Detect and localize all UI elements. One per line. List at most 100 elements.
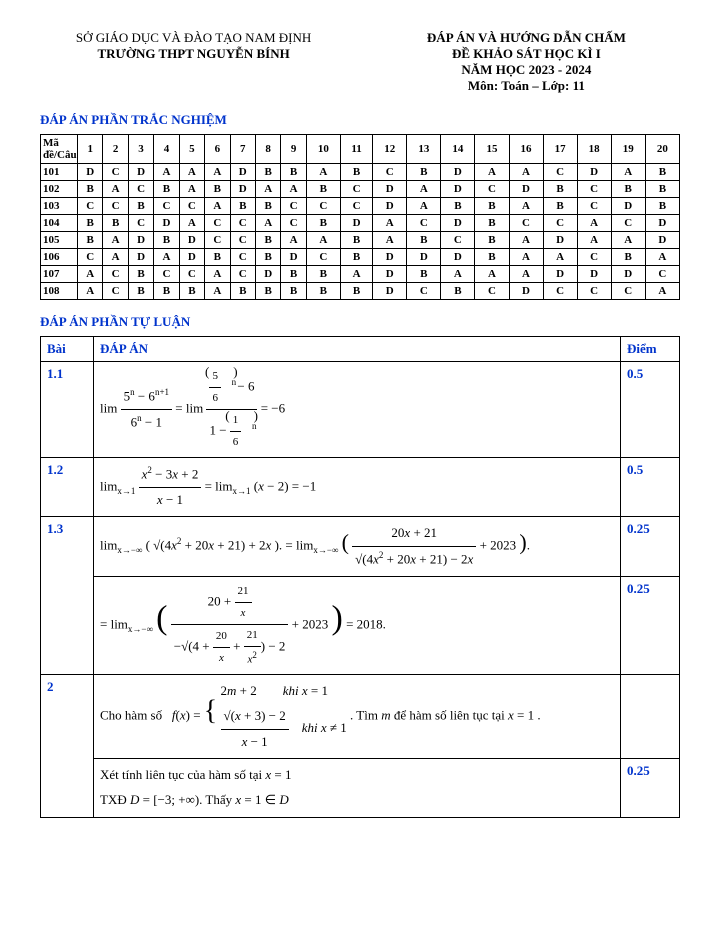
header-right: ĐÁP ÁN VÀ HƯỚNG DẪN CHẤM ĐỀ KHẢO SÁT HỌC… (373, 30, 680, 94)
mc-cell: B (103, 215, 128, 232)
mc-cell: A (441, 266, 475, 283)
school-name: TRƯỜNG THPT NGUYỄN BÍNH (40, 46, 347, 62)
mc-cell: C (340, 198, 372, 215)
mc-cell: A (407, 198, 441, 215)
mc-cell: A (577, 232, 611, 249)
mc-cell: A (509, 266, 543, 283)
mc-cell: C (577, 283, 611, 300)
mc-cell: A (205, 283, 230, 300)
mc-row-id: 102 (41, 181, 78, 198)
mc-cell: C (230, 249, 255, 266)
answer-2b: Xét tính liên tục của hàm số tại x = 1 T… (94, 759, 621, 817)
mc-cell: D (441, 215, 475, 232)
mc-head-0: Mã đề/Câu (41, 135, 78, 164)
mc-cell: C (407, 215, 441, 232)
mc-cell: D (373, 266, 407, 283)
mc-cell: C (611, 215, 645, 232)
mc-cell: B (154, 283, 179, 300)
bai-1-3: 1.3 (41, 517, 94, 675)
mc-cell: B (281, 266, 306, 283)
mc-cell: A (373, 215, 407, 232)
mc-cell: C (645, 266, 679, 283)
mc-cell: C (306, 198, 340, 215)
doc-title-2: ĐỀ KHẢO SÁT HỌC KÌ I (373, 46, 680, 62)
mc-cell: B (475, 198, 509, 215)
diem-2b: 0.25 (621, 759, 680, 817)
mc-cell: B (611, 181, 645, 198)
doc-title-3: NĂM HỌC 2023 - 2024 (373, 62, 680, 78)
mc-row-id: 104 (41, 215, 78, 232)
answer-1-3b: = limx→−∞ ( 20 + 21x −√(4 + 20x + 21x2) … (94, 576, 621, 674)
mc-cell: B (78, 232, 103, 249)
mc-cell: A (306, 232, 340, 249)
mc-cell: A (154, 249, 179, 266)
mc-cell: C (407, 283, 441, 300)
mc-cell: B (306, 215, 340, 232)
mc-cell: A (611, 164, 645, 181)
mc-cell: B (128, 198, 153, 215)
mc-row-id: 105 (41, 232, 78, 249)
answer-1-2: limx→1 x2 − 3x + 2x − 1 = limx→1 (x − 2)… (94, 457, 621, 517)
essay-table: Bài ĐÁP ÁN Điểm 1.1 lim 5n − 6n+16n − 1 … (40, 336, 680, 818)
mc-cell: B (78, 215, 103, 232)
mc-cell: D (509, 283, 543, 300)
mc-cell: C (577, 249, 611, 266)
mc-cell: A (340, 266, 372, 283)
diem-1-3b: 0.25 (621, 576, 680, 674)
mc-cell: C (154, 266, 179, 283)
mc-cell: A (543, 249, 577, 266)
doc-title-1: ĐÁP ÁN VÀ HƯỚNG DẪN CHẤM (373, 30, 680, 46)
mc-cell: B (407, 266, 441, 283)
mc-cell: A (509, 164, 543, 181)
mc-cell: B (179, 283, 204, 300)
mc-cell: B (306, 266, 340, 283)
mc-cell: A (475, 164, 509, 181)
mc-cell: C (340, 181, 372, 198)
mc-cell: D (78, 164, 103, 181)
table-row: Bài ĐÁP ÁN Điểm (41, 337, 680, 362)
bai-1-1: 1.1 (41, 362, 94, 458)
diem-1-1: 0.5 (621, 362, 680, 458)
mc-cell: D (340, 215, 372, 232)
mc-cell: D (230, 181, 255, 198)
mc-cell: A (509, 198, 543, 215)
mc-cell: A (154, 164, 179, 181)
table-row: 1.3 limx→−∞ ( √(4x2 + 20x + 21) + 2x ). … (41, 517, 680, 577)
col-bai: Bài (41, 337, 94, 362)
mc-cell: B (154, 181, 179, 198)
mc-cell: A (509, 249, 543, 266)
mc-cell: B (78, 181, 103, 198)
mc-cell: D (407, 249, 441, 266)
header: SỞ GIÁO DỤC VÀ ĐÀO TẠO NAM ĐỊNH TRƯỜNG T… (40, 30, 680, 94)
org-name: SỞ GIÁO DỤC VÀ ĐÀO TẠO NAM ĐỊNH (40, 30, 347, 46)
mc-cell: C (103, 198, 128, 215)
diem-1-2: 0.5 (621, 457, 680, 517)
mc-cell: C (475, 181, 509, 198)
table-row: 108ACBBBABBBBBDCBCDCCCA (41, 283, 680, 300)
mc-cell: C (128, 215, 153, 232)
mc-cell: D (611, 198, 645, 215)
mc-cell: D (373, 181, 407, 198)
mc-cell: C (230, 232, 255, 249)
mc-cell: D (645, 215, 679, 232)
mc-cell: B (543, 181, 577, 198)
mc-cell: C (103, 164, 128, 181)
mc-cell: C (128, 181, 153, 198)
mc-cell: A (645, 249, 679, 266)
mc-cell: C (78, 198, 103, 215)
mc-cell: B (645, 164, 679, 181)
mc-cell: A (179, 181, 204, 198)
mc-cell: D (577, 164, 611, 181)
mc-cell: A (281, 181, 306, 198)
mc-cell: D (179, 232, 204, 249)
table-row: 106CADADBCBDCBDDDBAACBA (41, 249, 680, 266)
mc-row-id: 101 (41, 164, 78, 181)
answer-1-3a: limx→−∞ ( √(4x2 + 20x + 21) + 2x ). = li… (94, 517, 621, 577)
table-row: Mã đề/Câu 123456789101112131415161718192… (41, 135, 680, 164)
mc-cell: C (103, 266, 128, 283)
mc-cell: B (230, 283, 255, 300)
mc-cell: B (407, 164, 441, 181)
mc-cell: B (340, 232, 372, 249)
mc-cell: A (255, 215, 280, 232)
section-essay-title: ĐÁP ÁN PHẦN TỰ LUẬN (40, 314, 680, 330)
